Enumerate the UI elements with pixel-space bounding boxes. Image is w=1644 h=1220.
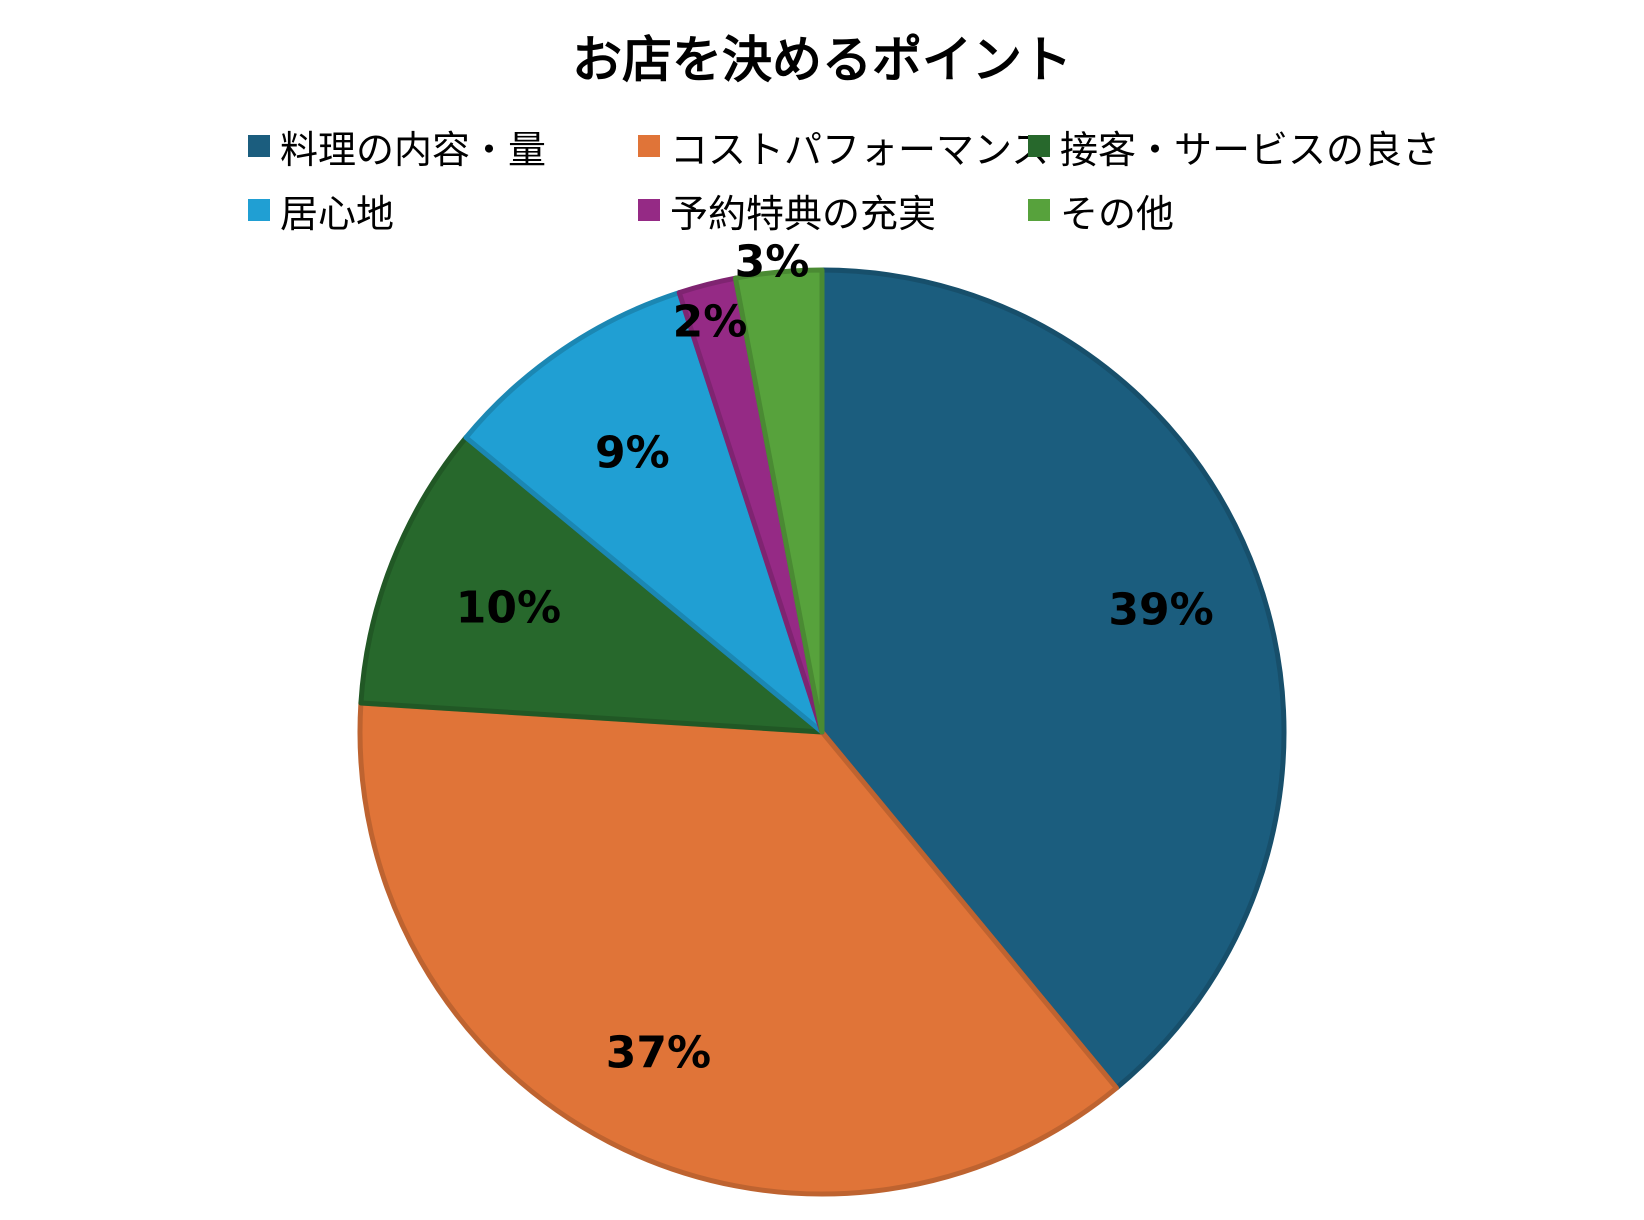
legend-label: 居心地: [280, 191, 395, 236]
legend-label: その他: [1060, 191, 1175, 236]
pie-slice: [463, 290, 825, 735]
pie-slice: [732, 267, 825, 735]
legend-label: 料理の内容・量: [280, 127, 547, 172]
legend-swatch: [1028, 199, 1050, 221]
legend-swatch: [638, 199, 660, 221]
legend-label: 接客・サービスの良さ: [1060, 127, 1441, 172]
chart-legend: 料理の内容・量 コストパフォーマンス 接客・サービスの良さ居心地 予約特典の充実 その他: [248, 118, 1448, 258]
legend-swatch: [248, 135, 270, 157]
legend-item: その他: [1028, 182, 1174, 238]
pie-data-label: 37%: [606, 1028, 711, 1079]
pie-data-label: 39%: [1108, 584, 1213, 635]
legend-item: コストパフォーマンス: [638, 118, 1049, 174]
pie-slice: [819, 267, 1287, 1091]
pie-data-labels: 39% 37% 10% 9% 2% 3%: [456, 237, 1214, 1079]
chart-title: お店を決めるポイント: [572, 31, 1072, 89]
pie-slice: [357, 700, 1119, 1197]
legend-label: コストパフォーマンス: [670, 127, 1050, 172]
legend-swatch: [638, 135, 660, 157]
legend-item: 居心地: [248, 182, 394, 238]
pie-data-label: 3%: [735, 237, 810, 288]
legend-item: 予約特典の充実: [638, 182, 936, 238]
pie-data-label: 9%: [595, 428, 670, 479]
legend-swatch: [248, 199, 270, 221]
legend-label: 予約特典の充実: [670, 191, 937, 236]
pie-slice: [358, 435, 825, 735]
legend-item: 料理の内容・量: [248, 118, 546, 174]
pie-data-label: 10%: [456, 582, 561, 633]
legend-item: 接客・サービスの良さ: [1028, 118, 1440, 174]
legend-swatch: [1028, 135, 1050, 157]
pie-slices: [357, 267, 1287, 1197]
pie-data-label: 2%: [673, 297, 748, 348]
